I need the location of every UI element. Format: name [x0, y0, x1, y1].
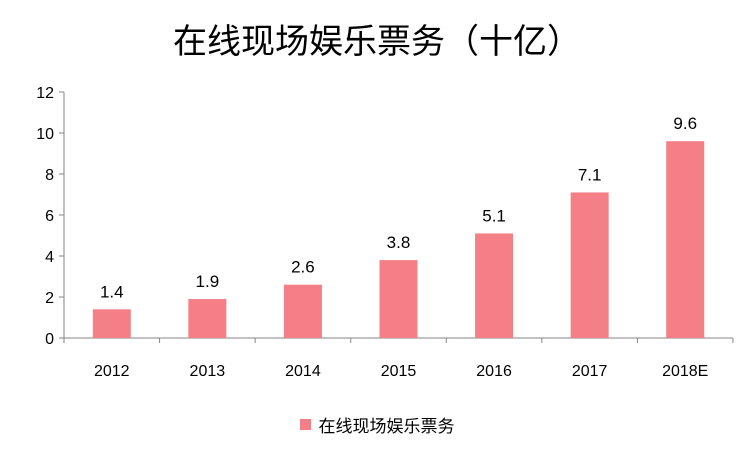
legend-swatch — [299, 419, 311, 430]
bar — [570, 192, 609, 338]
y-tick-label: 2 — [45, 290, 54, 307]
x-tick-label: 2015 — [381, 363, 417, 380]
y-tick-label: 0 — [45, 331, 54, 348]
y-tick-label: 12 — [36, 85, 54, 102]
x-tick-label: 2013 — [190, 363, 226, 380]
data-label: 1.9 — [196, 272, 220, 291]
y-tick-label: 8 — [45, 167, 54, 184]
x-tick-label: 2014 — [285, 363, 321, 380]
data-label: 9.6 — [673, 114, 697, 133]
y-tick-label: 4 — [45, 249, 54, 266]
x-tick-label: 2018E — [662, 363, 708, 380]
data-label: 5.1 — [482, 206, 506, 225]
data-label: 1.4 — [100, 282, 124, 301]
legend-label: 在线现场娱乐票务 — [318, 417, 455, 437]
bar — [666, 141, 705, 338]
chart-title: 在线现场娱乐票务（十亿） — [173, 22, 581, 62]
bar — [379, 260, 418, 338]
bar — [188, 299, 227, 338]
bar — [475, 233, 514, 338]
x-tick-label: 2016 — [476, 363, 512, 380]
x-tick-label: 2017 — [572, 363, 608, 380]
y-tick-label: 6 — [45, 208, 54, 225]
legend: 在线现场娱乐票务 — [0, 412, 754, 437]
data-label: 3.8 — [387, 233, 411, 252]
bar — [283, 284, 322, 338]
data-label: 2.6 — [291, 258, 315, 277]
data-label: 7.1 — [578, 165, 602, 184]
y-tick-label: 10 — [36, 126, 54, 143]
x-tick-label: 2012 — [94, 363, 130, 380]
bar — [92, 309, 131, 338]
